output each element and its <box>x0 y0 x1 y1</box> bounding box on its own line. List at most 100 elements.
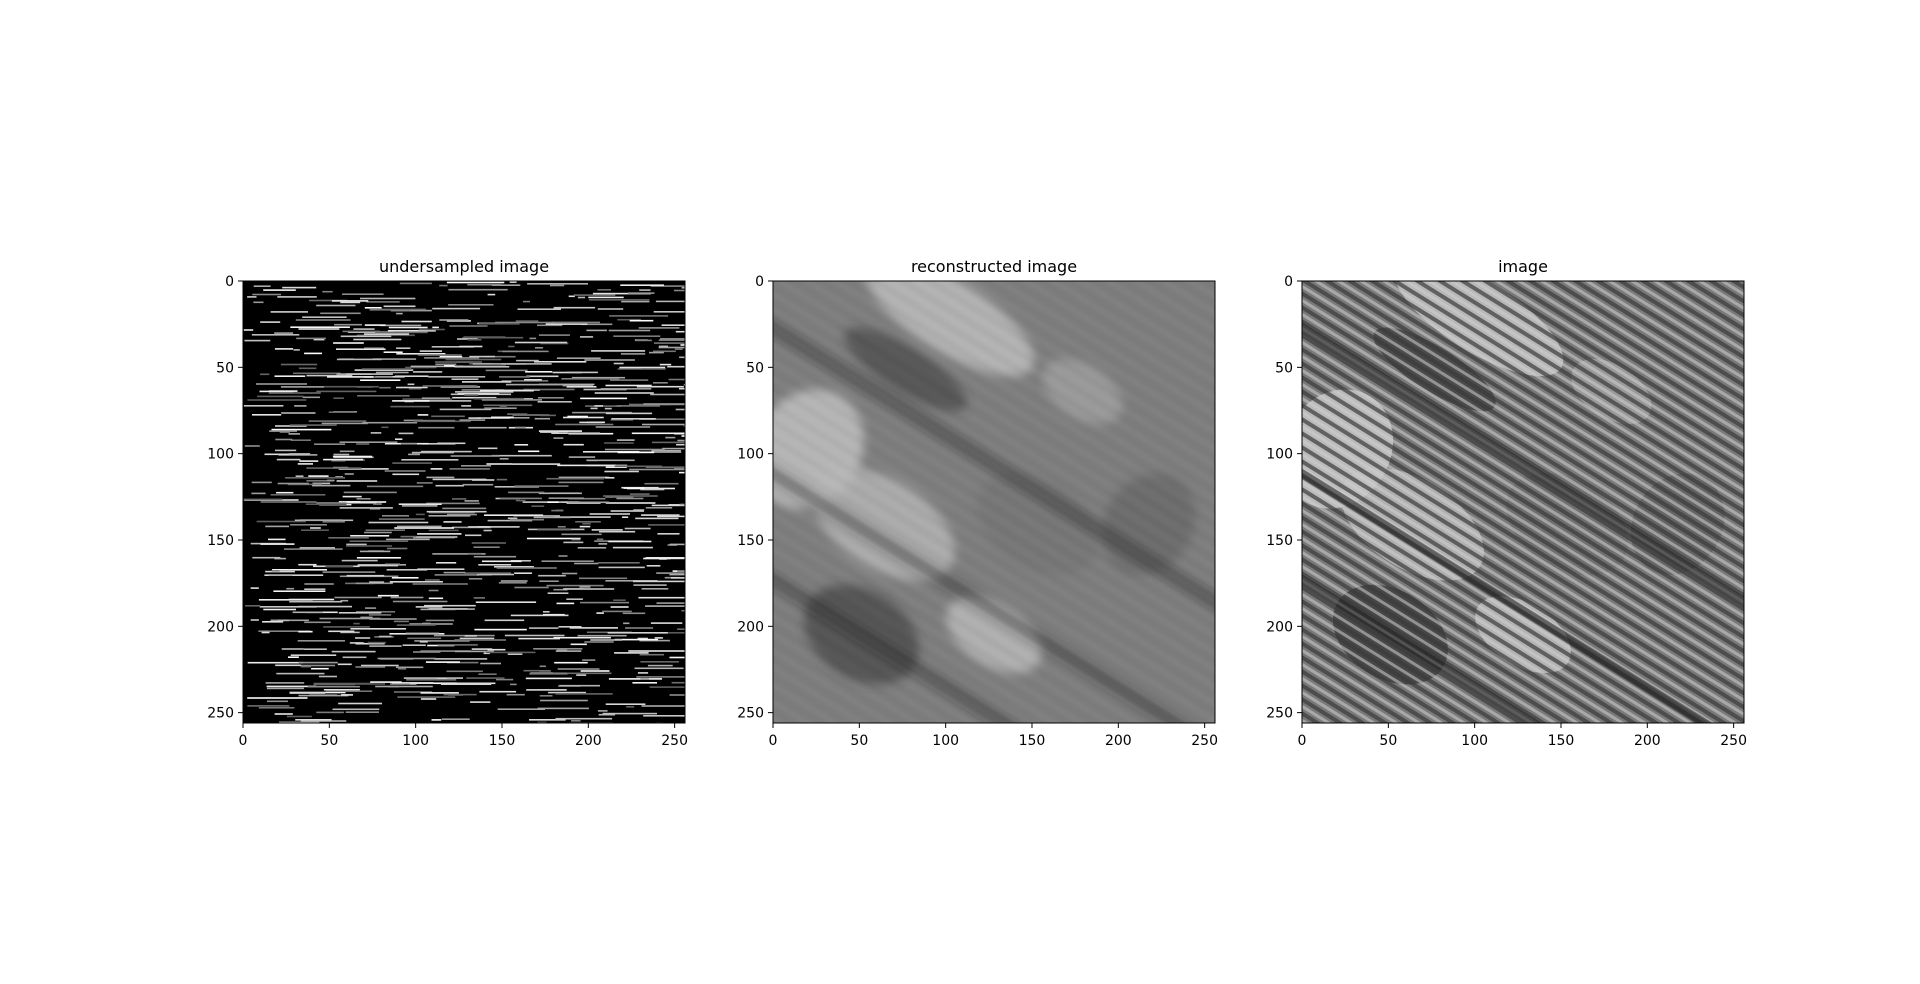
streak <box>482 560 522 563</box>
streak <box>483 529 492 532</box>
stripe-light <box>773 563 1031 723</box>
streak <box>300 664 336 667</box>
streak <box>523 300 530 303</box>
streak <box>480 662 501 665</box>
streak <box>369 508 381 510</box>
streak <box>603 495 658 497</box>
streak <box>378 635 392 638</box>
y-tick-label: 200 <box>1266 619 1293 635</box>
streak <box>571 376 625 379</box>
stripe-light <box>773 495 1140 723</box>
streak <box>338 468 389 470</box>
stripe-dark <box>733 0 1255 193</box>
streak <box>604 470 639 473</box>
streak <box>523 669 540 672</box>
stripe-dark <box>925 281 1215 461</box>
streak <box>655 300 685 303</box>
streak <box>332 708 380 711</box>
stripe-dark <box>733 737 1255 984</box>
streak <box>447 661 479 664</box>
streak <box>378 308 426 311</box>
streak <box>243 405 284 407</box>
stripe-dark <box>1262 0 1784 172</box>
streak <box>486 463 512 465</box>
stripe-dark <box>773 452 1210 723</box>
image-content <box>733 0 1255 984</box>
streak <box>364 307 382 309</box>
streak <box>265 525 289 528</box>
streak <box>589 513 630 515</box>
streak <box>365 607 377 609</box>
streak <box>295 475 304 477</box>
streak <box>665 436 676 439</box>
stripe-dark <box>1707 281 1744 304</box>
stripe-dark <box>733 0 1255 244</box>
streak <box>263 289 296 291</box>
streak <box>568 497 606 500</box>
streak <box>585 405 622 407</box>
axes-panel-2: reconstructed image 0 50 100 150 200 250 0 50 100… <box>733 0 1255 984</box>
x-tick-label: 0 <box>1298 733 1307 749</box>
streak <box>669 543 685 546</box>
streak <box>620 284 664 286</box>
streak <box>360 379 401 381</box>
streak <box>567 501 610 504</box>
stripe-light <box>1606 281 1744 367</box>
stripe-light <box>1262 780 1784 984</box>
stripe-light <box>1262 0 1784 193</box>
streak <box>588 296 624 299</box>
streak <box>428 515 471 517</box>
streak <box>679 503 685 506</box>
stripe-dark <box>773 401 1215 682</box>
stripe-light <box>1104 281 1215 350</box>
stripe-dark <box>1262 745 1784 984</box>
streak <box>299 460 319 462</box>
streak <box>505 383 565 386</box>
streak <box>636 676 685 678</box>
streak <box>662 447 685 450</box>
stripe-light <box>773 512 1113 723</box>
streak <box>566 371 598 374</box>
streak <box>446 320 471 322</box>
stripe-light <box>1302 410 1744 689</box>
streak <box>398 668 407 670</box>
stripe-light <box>1262 724 1784 984</box>
stripe-dark <box>1302 571 1548 723</box>
streak <box>244 445 260 447</box>
stripe-dark <box>773 367 1215 648</box>
streak <box>383 351 403 353</box>
x-tick-label: 50 <box>320 733 338 749</box>
streak <box>605 412 653 415</box>
streak <box>605 580 658 582</box>
axes-frame <box>772 280 1216 724</box>
streak <box>384 470 426 472</box>
streak <box>433 634 495 637</box>
streak <box>551 321 600 324</box>
streak <box>290 326 350 328</box>
streak <box>436 562 457 564</box>
stripe-light <box>1262 0 1784 235</box>
streak <box>547 592 569 594</box>
streak <box>419 641 428 643</box>
streak <box>467 283 502 286</box>
streak <box>323 626 370 628</box>
streak <box>260 321 281 323</box>
streak <box>286 587 295 590</box>
stripe-dark <box>1035 281 1215 393</box>
image-content <box>1262 0 1784 984</box>
streak <box>437 644 478 646</box>
streak <box>432 326 439 329</box>
streak <box>251 481 272 484</box>
streak <box>284 548 343 550</box>
streak <box>253 285 271 287</box>
streak <box>675 330 685 333</box>
streak <box>570 643 587 646</box>
streak <box>341 559 378 562</box>
streak <box>299 547 335 549</box>
streak <box>252 556 281 559</box>
streak <box>602 712 657 715</box>
streak <box>640 661 679 663</box>
stripe-light <box>1262 0 1784 95</box>
streak <box>245 605 261 607</box>
stripe-light <box>733 728 1255 984</box>
